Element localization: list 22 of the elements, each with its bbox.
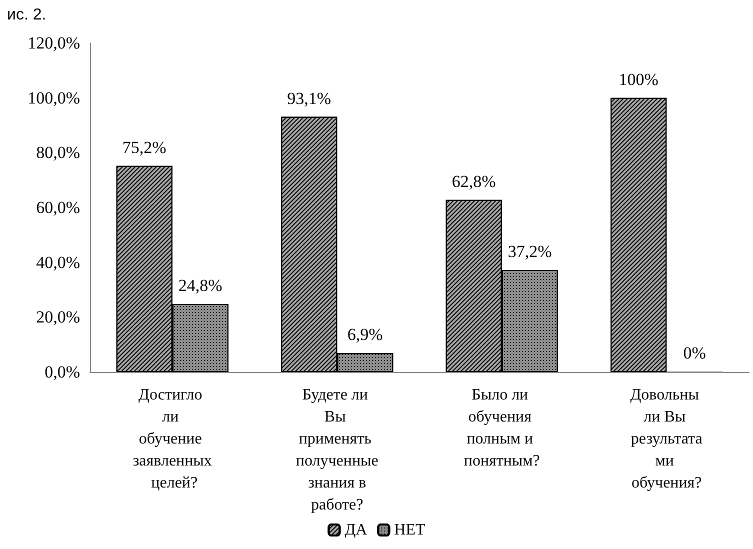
y-tick-label: 120,0% — [28, 34, 80, 52]
data-label: 62,8% — [452, 172, 496, 191]
y-tick-label: 60,0% — [36, 198, 80, 217]
data-label: 100% — [618, 70, 658, 89]
data-label: 75,2% — [122, 138, 166, 157]
y-tick-label: 0,0% — [44, 362, 80, 382]
legend-label: НЕТ — [394, 522, 426, 538]
y-tick-label: 20,0% — [36, 308, 80, 327]
x-tick-label: Довольны ли Вы результатами обучения? — [630, 386, 703, 492]
y-tick-label: 100,0% — [28, 88, 80, 108]
data-label: 6,9% — [347, 325, 383, 344]
data-label: 93,1% — [287, 88, 332, 108]
data-label: 37,2% — [508, 242, 552, 262]
data-label: 24,8% — [178, 276, 222, 296]
legend-label: ДА — [344, 522, 368, 538]
text: ис. 2. — [7, 6, 46, 24]
x-tick-label: Достигло ли обучение заявленных целей? — [132, 386, 212, 492]
y-tick-label: 80,0% — [36, 143, 80, 162]
x-tick-label: Было ли обучения полным и понятным? — [464, 386, 540, 470]
data-label: 0% — [683, 344, 706, 362]
x-tick-label: Будете ли Вы применять полученные знания в работе? — [296, 386, 378, 514]
y-tick-label: 40,0% — [36, 252, 80, 272]
